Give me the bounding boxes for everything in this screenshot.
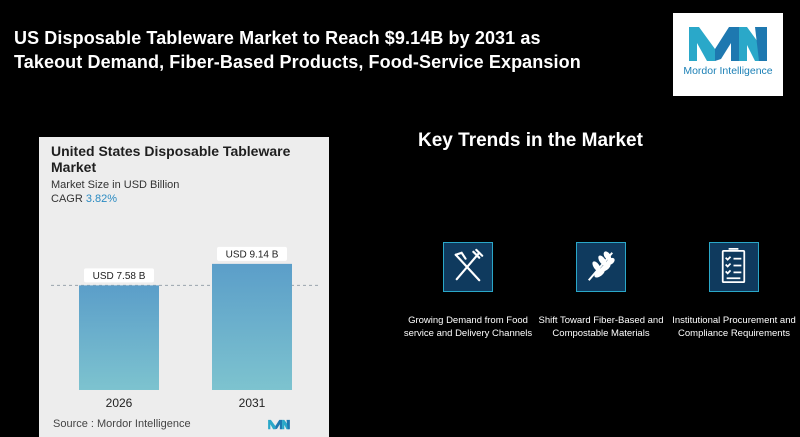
card-title: United States Disposable Tableware Marke… — [51, 143, 291, 175]
checklist-icon — [709, 242, 759, 292]
source-logo-icon — [268, 419, 290, 430]
source-text: Source : Mordor Intelligence — [53, 418, 191, 430]
cagr-line: CAGR 3.82% — [51, 193, 117, 205]
data-label-2026: USD 7.58 B — [93, 271, 146, 282]
market-size-card: United States Disposable Tableware Marke… — [39, 137, 329, 437]
x-tick-label-2031: 2031 — [239, 396, 266, 410]
card-subtitle: Market Size in USD Billion — [51, 179, 180, 191]
data-label-box-2026 — [84, 268, 154, 283]
headline: US Disposable Tableware Market to Reach … — [14, 26, 654, 74]
data-label-box-2031 — [217, 246, 287, 261]
trend-label-fiber-based: Shift Toward Fiber-Based and Compostable… — [538, 315, 664, 339]
headline-line-1: US Disposable Tableware Market to Reach … — [14, 28, 541, 48]
trend-label-food-service: Growing Demand from Food service and Del… — [403, 315, 533, 339]
bar-chart: USD 7.58 B 2026 USD 9.14 B 2031 — [51, 246, 321, 410]
bar-2026 — [79, 285, 159, 390]
mordor-logo: Mordor Intelligence — [673, 13, 783, 96]
trend-item-food-service: Growing Demand from Food service and Del… — [398, 242, 538, 340]
x-tick-label-2026: 2026 — [106, 396, 133, 410]
cagr-label: CAGR — [51, 193, 83, 205]
trend-item-procurement: Institutional Procurement and Compliance… — [664, 242, 800, 340]
data-label-2031: USD 9.14 B — [226, 249, 279, 260]
mordor-logo-mark-icon — [689, 27, 767, 61]
trend-item-fiber-based: Shift Toward Fiber-Based and Compostable… — [531, 242, 671, 340]
mordor-logo-text: Mordor Intelligence — [683, 65, 773, 77]
trend-label-procurement: Institutional Procurement and Compliance… — [672, 315, 796, 339]
bar-2031 — [212, 263, 292, 390]
headline-line-2: Takeout Demand, Fiber-Based Products, Fo… — [14, 52, 581, 72]
cagr-value: 3.82% — [85, 193, 118, 205]
leaf-branch-icon — [576, 242, 626, 292]
key-trends-title: Key Trends in the Market — [418, 130, 643, 151]
fork-knife-icon — [443, 242, 493, 292]
